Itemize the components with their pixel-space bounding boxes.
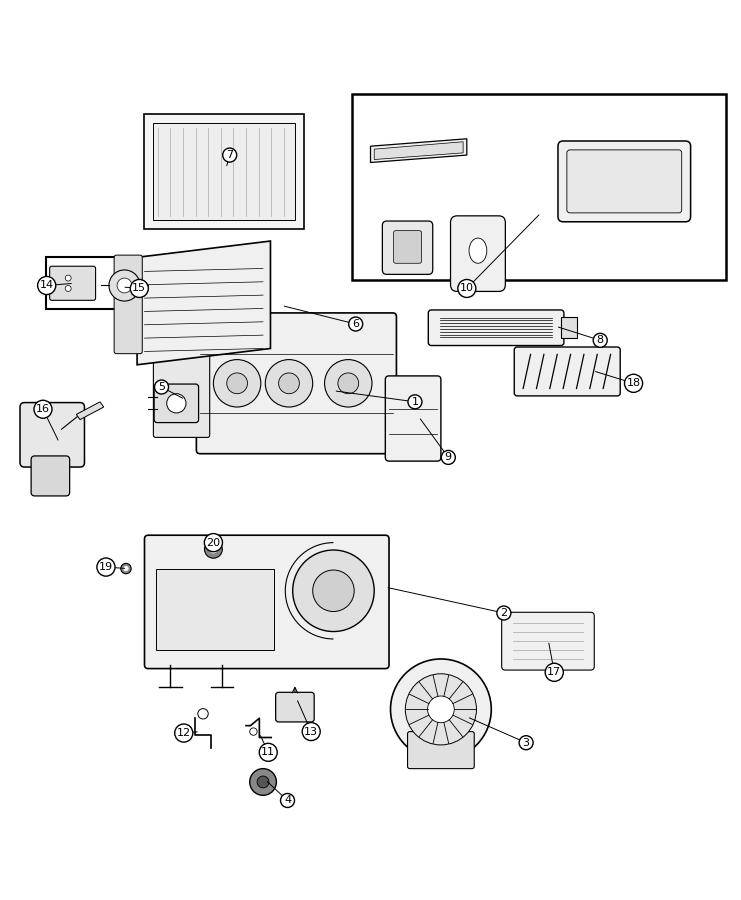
- Text: 14: 14: [39, 281, 54, 291]
- Circle shape: [65, 275, 71, 281]
- Circle shape: [250, 728, 257, 735]
- Text: 19: 19: [99, 562, 113, 572]
- Circle shape: [205, 540, 222, 558]
- FancyBboxPatch shape: [382, 221, 433, 274]
- Circle shape: [313, 570, 354, 611]
- Circle shape: [117, 278, 132, 293]
- FancyBboxPatch shape: [144, 536, 389, 669]
- Text: 9: 9: [445, 453, 452, 463]
- Text: 5: 5: [158, 382, 165, 392]
- Circle shape: [428, 696, 454, 723]
- FancyBboxPatch shape: [196, 313, 396, 454]
- Bar: [352, 94, 726, 280]
- Text: 18: 18: [626, 378, 641, 388]
- Circle shape: [391, 659, 491, 760]
- Ellipse shape: [469, 238, 487, 264]
- Circle shape: [250, 769, 276, 796]
- Circle shape: [257, 776, 269, 788]
- Bar: [46, 257, 163, 310]
- Bar: [561, 318, 577, 338]
- FancyBboxPatch shape: [276, 692, 314, 722]
- FancyBboxPatch shape: [428, 310, 564, 346]
- FancyBboxPatch shape: [50, 266, 96, 301]
- Polygon shape: [370, 139, 467, 163]
- Bar: [156, 569, 274, 650]
- Text: 8: 8: [597, 336, 604, 346]
- Text: 16: 16: [36, 404, 50, 414]
- Text: 10: 10: [460, 284, 473, 293]
- Polygon shape: [76, 401, 104, 419]
- FancyBboxPatch shape: [153, 337, 210, 437]
- FancyBboxPatch shape: [114, 255, 142, 354]
- Text: 3: 3: [522, 738, 530, 748]
- Circle shape: [265, 360, 313, 407]
- Text: 13: 13: [305, 726, 318, 736]
- Circle shape: [279, 373, 299, 393]
- Text: 20: 20: [206, 537, 221, 547]
- FancyBboxPatch shape: [558, 141, 691, 221]
- FancyBboxPatch shape: [20, 402, 84, 467]
- Text: 6: 6: [352, 319, 359, 329]
- Text: 11: 11: [262, 747, 275, 757]
- Text: 2: 2: [500, 608, 508, 618]
- Circle shape: [65, 285, 71, 292]
- FancyBboxPatch shape: [31, 456, 70, 496]
- FancyBboxPatch shape: [502, 612, 594, 670]
- Circle shape: [293, 550, 374, 632]
- Polygon shape: [374, 141, 463, 159]
- Circle shape: [109, 270, 140, 302]
- FancyBboxPatch shape: [385, 376, 441, 461]
- Text: 12: 12: [176, 728, 191, 738]
- Polygon shape: [137, 241, 270, 364]
- FancyBboxPatch shape: [154, 384, 199, 423]
- FancyBboxPatch shape: [393, 230, 422, 264]
- Text: 1: 1: [411, 397, 419, 407]
- Circle shape: [405, 674, 476, 745]
- Text: 4: 4: [284, 796, 291, 806]
- Circle shape: [213, 360, 261, 407]
- FancyBboxPatch shape: [408, 732, 474, 769]
- Text: 7: 7: [226, 150, 233, 160]
- Circle shape: [198, 708, 208, 719]
- FancyBboxPatch shape: [567, 150, 682, 213]
- Text: 17: 17: [547, 667, 562, 678]
- Circle shape: [325, 360, 372, 407]
- Bar: [153, 123, 295, 220]
- FancyBboxPatch shape: [451, 216, 505, 292]
- Bar: [144, 114, 304, 230]
- Circle shape: [210, 545, 217, 553]
- Text: 15: 15: [133, 284, 146, 293]
- Circle shape: [124, 566, 128, 571]
- Circle shape: [338, 373, 359, 393]
- Circle shape: [121, 563, 131, 573]
- Circle shape: [227, 373, 247, 393]
- FancyBboxPatch shape: [514, 347, 620, 396]
- Circle shape: [167, 393, 186, 413]
